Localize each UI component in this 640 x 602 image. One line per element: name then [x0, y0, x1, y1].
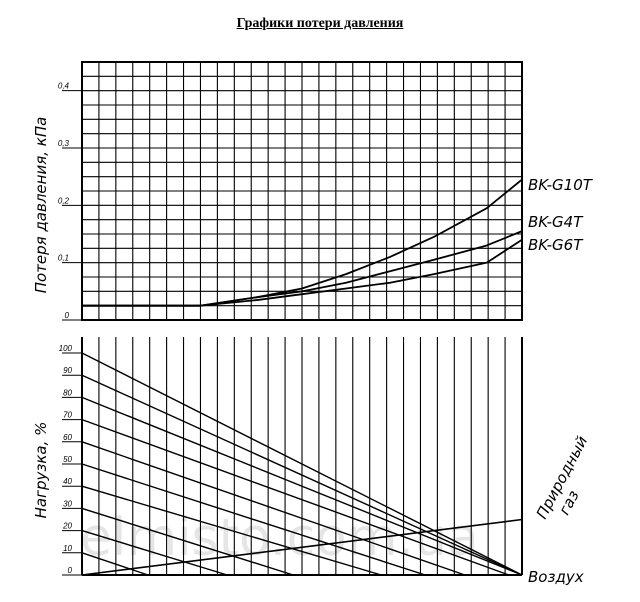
- top-tick-label: 0: [65, 311, 70, 320]
- air-line-80: [81, 396, 523, 576]
- bottom-tick-label: 10: [63, 544, 72, 553]
- top-tick-label: 0,4: [58, 82, 70, 91]
- bottom-tick-label: 50: [63, 455, 72, 464]
- air-label: Воздух: [528, 568, 584, 586]
- air-line-30: [81, 507, 294, 576]
- air-line-70: [81, 418, 510, 576]
- bottom-grid: [81, 337, 523, 576]
- bottom-tick-label: 30: [63, 499, 72, 508]
- air-line-10: [81, 552, 149, 576]
- bottom-tick-label: 80: [63, 388, 72, 397]
- air-line-20: [81, 529, 228, 576]
- top-tick-label: 0,3: [58, 139, 70, 148]
- bottom-y-ticks: 0 10 20 30 40 50 60 70 80 90 100: [59, 344, 82, 576]
- curve-label-bk-g10t: BK-G10T: [528, 176, 594, 194]
- air-line-90: [81, 374, 523, 576]
- air-line-50: [81, 463, 426, 576]
- bottom-tick-label: 40: [63, 477, 72, 486]
- gas-line: [81, 518, 523, 576]
- bottom-tick-label: 70: [63, 411, 72, 420]
- top-tick-label: 0,2: [58, 196, 70, 205]
- bottom-tick-label: 60: [63, 433, 72, 442]
- top-grid: [81, 61, 523, 321]
- page-title: Графики потери давления: [236, 16, 404, 31]
- top-tick-label: 0,1: [58, 254, 69, 263]
- curve-label-bk-g4t: BK-G4T: [528, 213, 584, 231]
- load-lines: [81, 352, 523, 576]
- bottom-tick-label: 100: [59, 344, 73, 353]
- pressure-curves: [82, 178, 523, 307]
- air-line-100: [81, 352, 523, 576]
- bottom-tick-label: 20: [62, 522, 72, 531]
- watermark: elmisto.com.ua: [80, 508, 479, 568]
- air-line-40: [81, 485, 382, 576]
- bottom-tick-label: 0: [68, 566, 73, 575]
- air-line-60: [81, 441, 466, 576]
- series-bk-g6t: [82, 238, 523, 307]
- series-bk-g4t: [82, 230, 523, 307]
- bottom-tick-label: 90: [63, 366, 72, 375]
- top-y-axis-title: Потеря давления, кПа: [32, 117, 50, 294]
- top-y-ticks: 0 0,1 0,2 0,3 0,4: [58, 82, 522, 321]
- bottom-y-axis-title: Нагрузка, %: [32, 422, 50, 519]
- curve-label-bk-g6t: BK-G6T: [528, 236, 584, 254]
